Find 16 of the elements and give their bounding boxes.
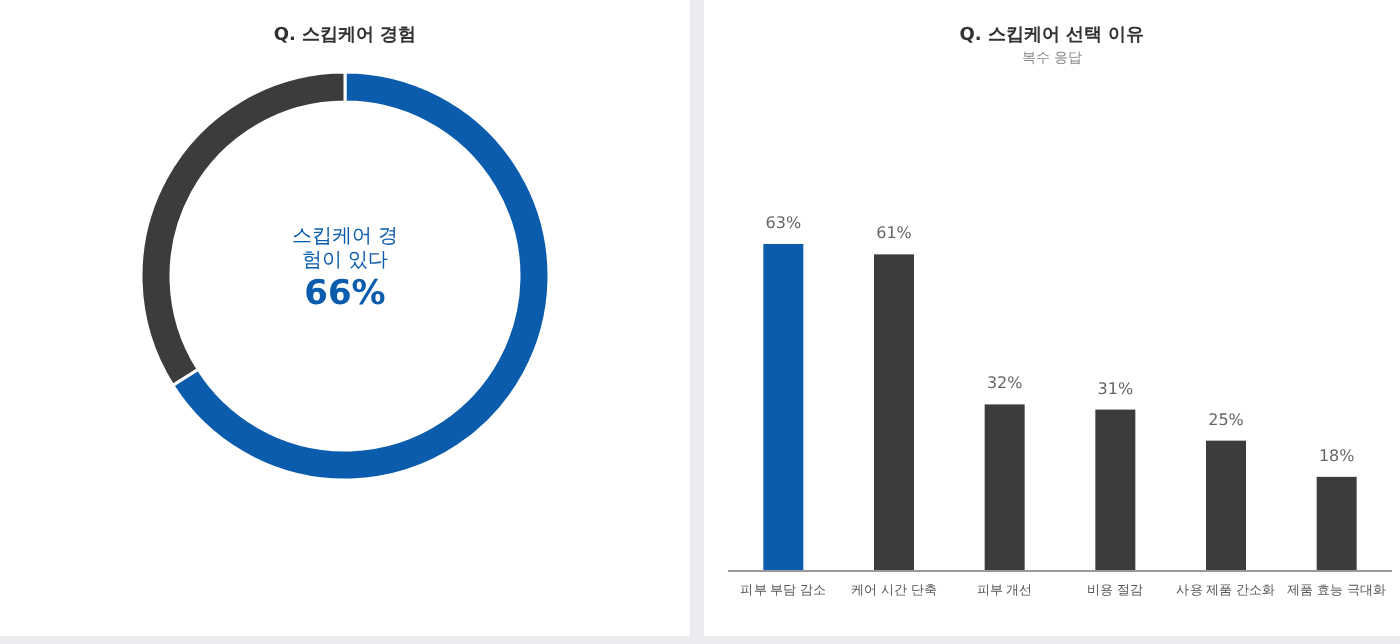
chart-title: Q. 스킵케어 경험 xyxy=(273,26,417,46)
data-label: 61% xyxy=(876,224,913,243)
bar xyxy=(763,244,804,570)
data-label: 31% xyxy=(1097,379,1134,398)
bar xyxy=(1095,409,1136,570)
chart-title: Q. 스킵케어 선택 이유 xyxy=(959,26,1145,46)
data-label: 63% xyxy=(765,214,802,232)
bar xyxy=(1316,476,1357,570)
bar xyxy=(874,254,914,570)
bar xyxy=(984,404,1025,570)
data-label: 25% xyxy=(1208,410,1245,429)
slice-label: 스킵케어 경험이 있다 xyxy=(289,226,401,274)
data-label: 32% xyxy=(986,374,1024,393)
data-label: 18% xyxy=(1318,446,1356,465)
data-label: 66% xyxy=(302,274,388,314)
bar xyxy=(1206,440,1246,570)
